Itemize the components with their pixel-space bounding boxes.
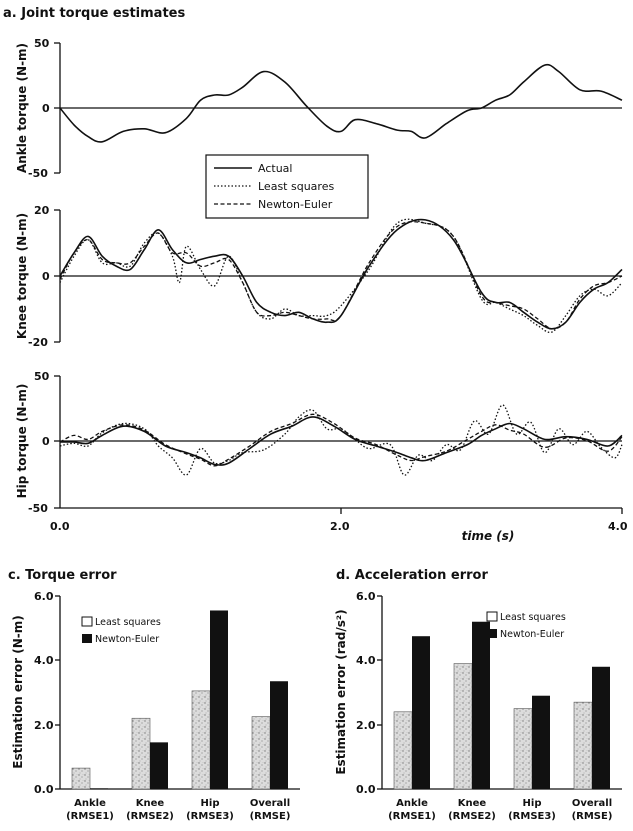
knee-ytick-label: 0 bbox=[42, 270, 50, 283]
knee-actual-line bbox=[59, 218, 623, 330]
hip-series bbox=[59, 404, 623, 476]
hip-least-squares-line bbox=[59, 404, 623, 476]
panel-d-category-label: (RMSE1) bbox=[388, 811, 436, 822]
panel-c-bar-newton-euler bbox=[150, 742, 168, 789]
panel-c-bar-newton-euler bbox=[210, 610, 228, 789]
panel-c-ytick-label: 6.0 bbox=[34, 590, 54, 603]
legend-c-newton-euler-label: Newton-Euler bbox=[95, 634, 159, 645]
legend-d-least-squares-swatch bbox=[486, 611, 498, 622]
hip-ytick-label: 50 bbox=[34, 370, 50, 383]
panel-d-category-label: (RMSE3) bbox=[508, 811, 556, 822]
panel-c-category-label: Hip bbox=[201, 798, 220, 809]
panel-a-title: a. Joint torque estimates bbox=[3, 6, 185, 21]
panel-c-bar-newton-euler bbox=[90, 788, 108, 790]
panel-c-bar-least-squares bbox=[191, 690, 211, 790]
panel-c-bar-least-squares bbox=[131, 717, 151, 790]
panel-c-bar-least-squares bbox=[71, 767, 91, 790]
legend-d-newton-euler-label: Newton-Euler bbox=[500, 629, 564, 640]
panel-c: c. Torque error 6.0 4.0 2.0 0.0 Estimati… bbox=[8, 568, 300, 822]
panel-d-bar-newton-euler bbox=[412, 636, 430, 789]
panel-d-category-label: Hip bbox=[523, 798, 542, 809]
legend-c: Least squares Newton-Euler bbox=[81, 616, 161, 645]
hip-xtick-label: 4.0 bbox=[608, 520, 628, 533]
ankle-y-axis-label: Ankle torque (N-m) bbox=[15, 43, 29, 173]
panel-c-category-label: (RMSE2) bbox=[126, 811, 174, 822]
legend-c-least-squares-swatch bbox=[81, 616, 93, 627]
ankle-actual-line bbox=[59, 63, 623, 143]
panel-d-ytick-label: 6.0 bbox=[356, 590, 376, 603]
ankle-ytick-label: 50 bbox=[34, 37, 50, 50]
panel-d-bar-newton-euler bbox=[592, 666, 610, 789]
knee-ytick-label: -20 bbox=[28, 336, 48, 349]
panel-d-bars bbox=[393, 621, 610, 790]
panel-d: d. Acceleration error 6.0 4.0 2.0 0.0 Es… bbox=[334, 568, 622, 822]
hip-ytick-label: 0 bbox=[42, 435, 50, 448]
panel-c-y-axis-label: Estimation error (N-m) bbox=[11, 615, 25, 768]
knee-y-axis-label: Knee torque (N-m) bbox=[15, 213, 29, 339]
panel-d-ytick-label: 0.0 bbox=[356, 783, 376, 796]
hip-y-axis-label: Hip torque (N-m) bbox=[15, 384, 29, 499]
ankle-ytick-label: 0 bbox=[42, 102, 50, 115]
panel-d-category-label: Overall bbox=[572, 798, 612, 809]
panel-c-category-label: Knee bbox=[136, 798, 165, 809]
legend-d-newton-euler-swatch bbox=[487, 629, 497, 638]
ankle-series bbox=[59, 63, 623, 143]
panel-d-title: d. Acceleration error bbox=[336, 568, 488, 583]
legend-c-newton-euler-swatch bbox=[82, 634, 92, 643]
panel-d-bar-least-squares bbox=[513, 708, 533, 790]
hip-newton-euler-line bbox=[59, 413, 623, 467]
knee-newton-euler-line bbox=[59, 221, 623, 330]
panel-c-bars bbox=[71, 610, 288, 790]
panel-c-ytick-label: 0.0 bbox=[34, 783, 54, 796]
legend-newton-euler-label: Newton-Euler bbox=[258, 198, 333, 211]
panel-d-y-axis-label: Estimation error (rad/s²) bbox=[334, 609, 348, 774]
panel-c-category-label: (RMSE) bbox=[250, 811, 291, 822]
panel-d-bar-least-squares bbox=[453, 663, 473, 790]
panel-d-bar-least-squares bbox=[573, 701, 593, 790]
panel-c-ytick-label: 4.0 bbox=[34, 654, 54, 667]
legend-actual-label: Actual bbox=[258, 162, 292, 175]
panel-d-bar-newton-euler bbox=[532, 695, 550, 789]
legend-d: Least squares Newton-Euler bbox=[486, 611, 566, 640]
panel-d-ytick-label: 4.0 bbox=[356, 654, 376, 667]
panel-d-bar-least-squares bbox=[393, 711, 413, 790]
panel-c-category-label: (RMSE1) bbox=[66, 811, 114, 822]
knee-least-squares-line bbox=[59, 218, 623, 334]
panel-c-category-label: Overall bbox=[250, 798, 290, 809]
panel-c-category-label: (RMSE3) bbox=[186, 811, 234, 822]
panel-c-title: c. Torque error bbox=[8, 568, 117, 583]
panel-d-category-label: (RMSE) bbox=[572, 811, 613, 822]
legend-d-least-squares-label: Least squares bbox=[500, 612, 566, 623]
panel-d-ytick-label: 2.0 bbox=[356, 719, 376, 732]
panel-d-categories: Ankle (RMSE1) Knee (RMSE2) Hip (RMSE3) Overall… bbox=[388, 798, 612, 822]
hip-actual-line bbox=[59, 416, 623, 466]
panel-c-category-label: Ankle bbox=[74, 798, 106, 809]
knee-series bbox=[59, 218, 623, 334]
panel-d-category-label: Ankle bbox=[396, 798, 428, 809]
hip-xtick-label: 2.0 bbox=[330, 520, 350, 533]
panel-d-bar-newton-euler bbox=[472, 621, 490, 789]
panel-c-bar-newton-euler bbox=[270, 681, 288, 789]
panel-c-bar-least-squares bbox=[251, 716, 271, 790]
legend-least-squares-label: Least squares bbox=[258, 180, 334, 193]
panel-c-categories: Ankle (RMSE1) Knee (RMSE2) Hip (RMSE3) Overall… bbox=[66, 798, 290, 822]
legend-c-least-squares-label: Least squares bbox=[95, 617, 161, 628]
ankle-subplot: 50 0 -50 Ankle torque (N-m) bbox=[15, 37, 623, 180]
hip-subplot: 50 0 -50 0.0 2.0 4.0 time (s) Hip torque… bbox=[15, 370, 628, 543]
hip-xtick-label: 0.0 bbox=[50, 520, 70, 533]
panel-d-category-label: Knee bbox=[458, 798, 487, 809]
panel-c-ytick-label: 2.0 bbox=[34, 719, 54, 732]
hip-x-axis-label: time (s) bbox=[462, 529, 515, 543]
panel-d-category-label: (RMSE2) bbox=[448, 811, 496, 822]
hip-ytick-label: -50 bbox=[28, 502, 48, 515]
knee-ytick-label: 20 bbox=[34, 204, 50, 217]
legend-a: Actual Least squares Newton-Euler bbox=[205, 154, 369, 219]
knee-subplot: 20 0 -20 Knee torque (N-m) bbox=[15, 204, 623, 349]
ankle-ytick-label: -50 bbox=[28, 167, 48, 180]
